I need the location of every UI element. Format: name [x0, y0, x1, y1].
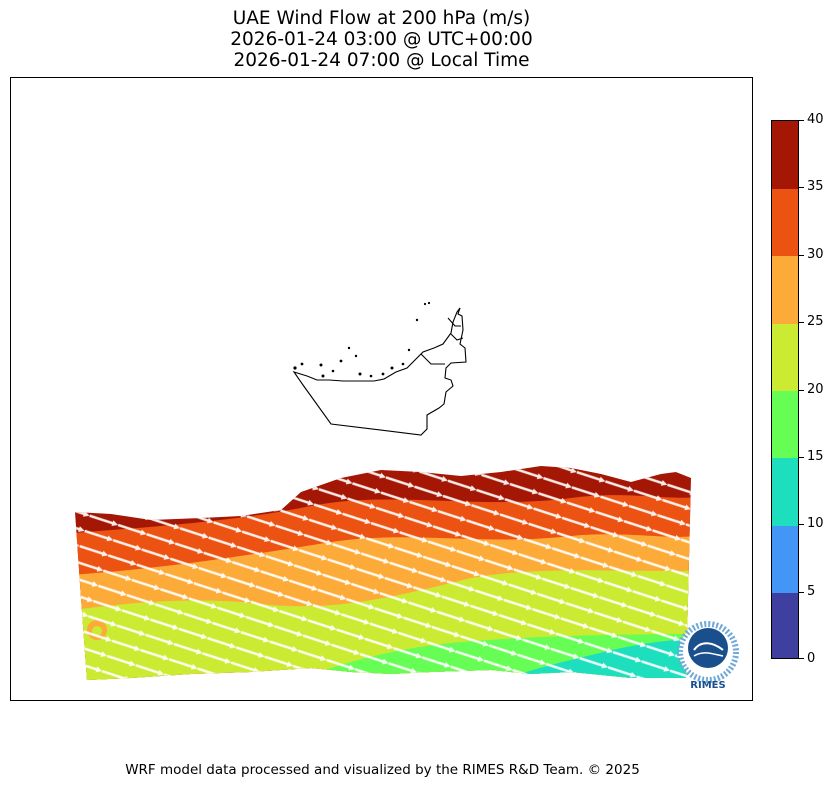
colorbar-tick — [799, 524, 804, 526]
rimes-logo: RIMES — [677, 621, 739, 691]
colorbar-tick-label: 10 — [807, 516, 824, 532]
colorbar-tick — [799, 254, 804, 256]
colorbar-segment-25-30 — [772, 255, 798, 324]
colorbar — [771, 120, 799, 659]
title-line-1: UAE Wind Flow at 200 hPa (m/s) — [232, 8, 531, 29]
uae-islands — [293, 301, 431, 378]
colorbar-tick-label: 0 — [807, 651, 816, 666]
colorbar-tick-label: 20 — [807, 381, 824, 397]
logo-text: RIMES — [690, 680, 725, 691]
map-frame: RIMES — [10, 77, 753, 701]
colorbar-segment-10-15 — [772, 457, 798, 526]
colorbar-tick-label: 15 — [807, 448, 824, 464]
wind-speed-field — [75, 466, 691, 680]
colorbar-tick — [799, 658, 804, 659]
colorbar-tick — [799, 591, 804, 593]
uae-outline — [292, 307, 467, 436]
colorbar-segment-5-10 — [772, 525, 798, 594]
colorbar-tick-label: 40 — [807, 112, 824, 127]
title-line-3: 2026-01-24 07:00 @ Local Time — [233, 50, 530, 71]
colorbar-tick — [799, 187, 804, 189]
colorbar-tick — [799, 322, 804, 324]
colorbar-segment-15-20 — [772, 390, 798, 459]
colorbar-segment-35-40 — [772, 121, 798, 189]
wind-vectors — [75, 466, 691, 680]
emirate-boundary-3 — [447, 317, 461, 327]
emirate-boundary-1 — [420, 353, 445, 365]
chart-title: UAE Wind Flow at 200 hPa (m/s) 2026-01-2… — [10, 8, 753, 71]
colorbar-tick-label: 30 — [807, 246, 824, 262]
footer-credit: WRF model data processed and visualized … — [125, 762, 640, 778]
colorbar-tick — [799, 456, 804, 458]
emirate-boundary-2 — [450, 333, 464, 341]
map-plot: RIMES — [75, 301, 739, 691]
colorbar-tick — [799, 120, 804, 121]
title-line-2: 2026-01-24 03:00 @ UTC+00:00 — [230, 29, 533, 50]
colorbar-segment-0-5 — [772, 592, 798, 658]
colorbar-segment-20-25 — [772, 323, 798, 391]
logo-globe — [688, 628, 728, 668]
colorbar-tick — [799, 389, 804, 391]
colorbar-tick-label: 35 — [807, 179, 824, 195]
colorbar-tick-label: 5 — [807, 583, 816, 599]
colorbar-tick-label: 25 — [807, 314, 824, 330]
uae-border — [292, 307, 467, 436]
colorbar-segment-30-35 — [772, 188, 798, 257]
